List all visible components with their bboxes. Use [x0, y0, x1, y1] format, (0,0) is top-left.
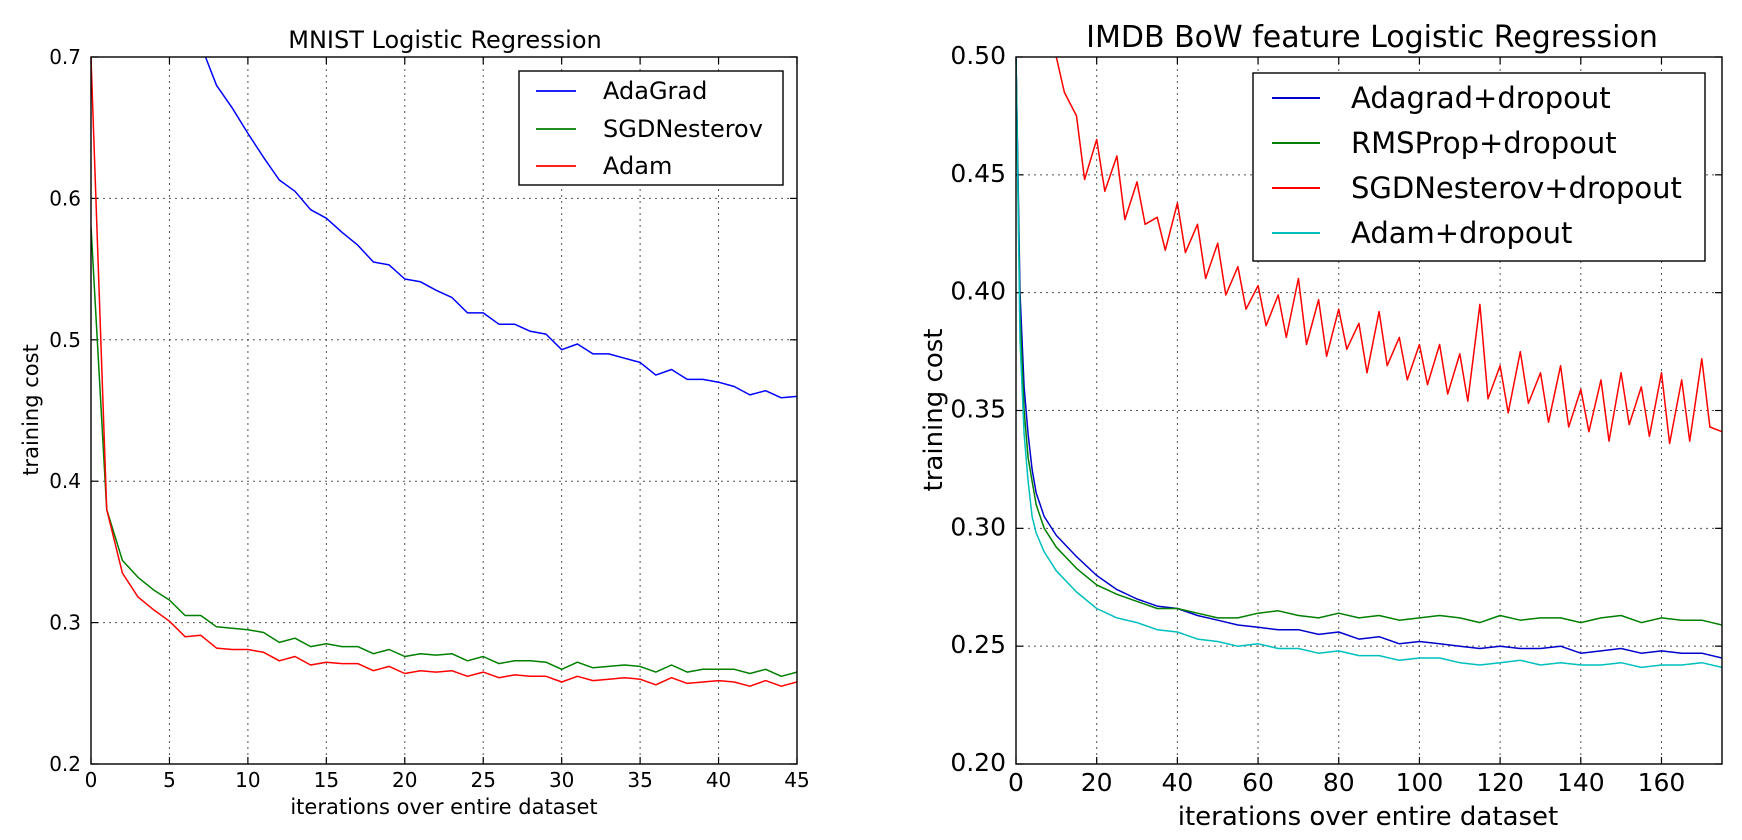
imdb-x-tick-label: 60 — [1242, 768, 1274, 797]
mnist-y-tick-label: 0.3 — [49, 611, 81, 635]
mnist-x-tick-label: 10 — [235, 768, 260, 792]
legend-label-sgdnesterov: SGDNesterov — [603, 115, 763, 143]
mnist-x-tick-label: 0 — [85, 768, 98, 792]
mnist-series — [91, 57, 797, 687]
imdb-y-tick-label: 0.35 — [950, 395, 1006, 424]
legend-label-rmsprop-dropout: RMSProp+dropout — [1351, 126, 1617, 160]
mnist-y-tick-label: 0.6 — [49, 186, 81, 210]
imdb-y-axis-label: training cost — [919, 329, 949, 492]
legend-label-adam: Adam — [603, 152, 672, 180]
mnist-chart-title: MNIST Logistic Regression — [288, 26, 601, 54]
imdb-x-tick-label: 100 — [1396, 768, 1444, 797]
imdb-x-tick-label: 160 — [1638, 768, 1686, 797]
mnist-x-tick-label: 45 — [784, 768, 809, 792]
imdb-y-tick-label: 0.25 — [950, 630, 1006, 659]
series-line-rmsprop-dropout — [1016, 57, 1722, 626]
imdb-y-tick-label: 0.50 — [950, 41, 1006, 70]
mnist-x-tick-label: 20 — [392, 768, 417, 792]
imdb-x-tick-label: 120 — [1476, 768, 1524, 797]
series-line-sgdnesterov — [91, 226, 797, 678]
mnist-x-tick-label: 15 — [314, 768, 339, 792]
mnist-grid — [91, 57, 797, 764]
mnist-y-tick-label: 0.2 — [49, 752, 81, 776]
imdb-y-tick-label: 0.40 — [950, 277, 1006, 306]
imdb-x-tick-label: 20 — [1081, 768, 1113, 797]
series-line-adagrad-dropout — [1016, 57, 1722, 659]
mnist-x-tick-label: 25 — [470, 768, 495, 792]
mnist-plot-frame — [90, 56, 798, 765]
series-line-adam — [91, 57, 797, 687]
legend-label-sgdnesterov-dropout: SGDNesterov+dropout — [1351, 171, 1682, 205]
imdb-chart: IMDB BoW feature Logistic Regression 0 20… — [919, 20, 1723, 832]
mnist-x-tick-label: 40 — [706, 768, 731, 792]
imdb-chart-title: IMDB BoW feature Logistic Regression — [1086, 20, 1658, 55]
imdb-x-tick-label: 40 — [1161, 768, 1193, 797]
legend-label-adam-dropout: Adam+dropout — [1351, 216, 1572, 250]
mnist-y-tick-label: 0.7 — [49, 45, 81, 69]
imdb-x-tick-label: 140 — [1557, 768, 1605, 797]
series-line-sgdnesterov-dropout — [1055, 57, 1722, 445]
imdb-ticks: 0 20 40 60 80 100 120 140 160 0.20 0.25 0.30 0.35 0.4… — [950, 41, 1722, 797]
mnist-x-tick-label: 30 — [549, 768, 574, 792]
imdb-x-axis-label: iterations over entire dataset — [1178, 802, 1558, 832]
series-line-adam-dropout — [1016, 57, 1722, 669]
imdb-y-tick-label: 0.20 — [950, 748, 1006, 777]
imdb-x-tick-label: 80 — [1323, 768, 1355, 797]
mnist-chart: MNIST Logistic Regression 0 5 10 15 20 25 30 35… — [19, 26, 810, 819]
legend-label-adagrad: AdaGrad — [603, 77, 707, 105]
imdb-y-tick-label: 0.30 — [950, 512, 1006, 541]
mnist-x-tick-label: 35 — [627, 768, 652, 792]
legend-label-adagrad-dropout: Adagrad+dropout — [1351, 81, 1611, 115]
imdb-legend-box — [1252, 72, 1706, 262]
imdb-plot-frame — [1015, 56, 1723, 765]
mnist-ticks: 0 5 10 15 20 25 30 35 40 45 0.2 0.3 0.4 0.5 0.6 0.7 — [49, 45, 810, 792]
imdb-legend: Adagrad+dropout RMSProp+dropout SGDNeste… — [1252, 72, 1706, 262]
mnist-legend: AdaGrad SGDNesterov Adam — [518, 70, 784, 186]
mnist-y-tick-label: 0.4 — [49, 469, 81, 493]
mnist-x-tick-label: 5 — [163, 768, 176, 792]
mnist-x-axis-label: iterations over entire dataset — [290, 795, 597, 819]
mnist-y-tick-label: 0.5 — [49, 328, 81, 352]
mnist-y-axis-label: training cost — [19, 344, 43, 476]
imdb-x-tick-label: 0 — [1008, 768, 1024, 797]
imdb-y-tick-label: 0.45 — [950, 159, 1006, 188]
series-line-adagrad — [204, 57, 797, 399]
imdb-series — [1016, 57, 1722, 669]
